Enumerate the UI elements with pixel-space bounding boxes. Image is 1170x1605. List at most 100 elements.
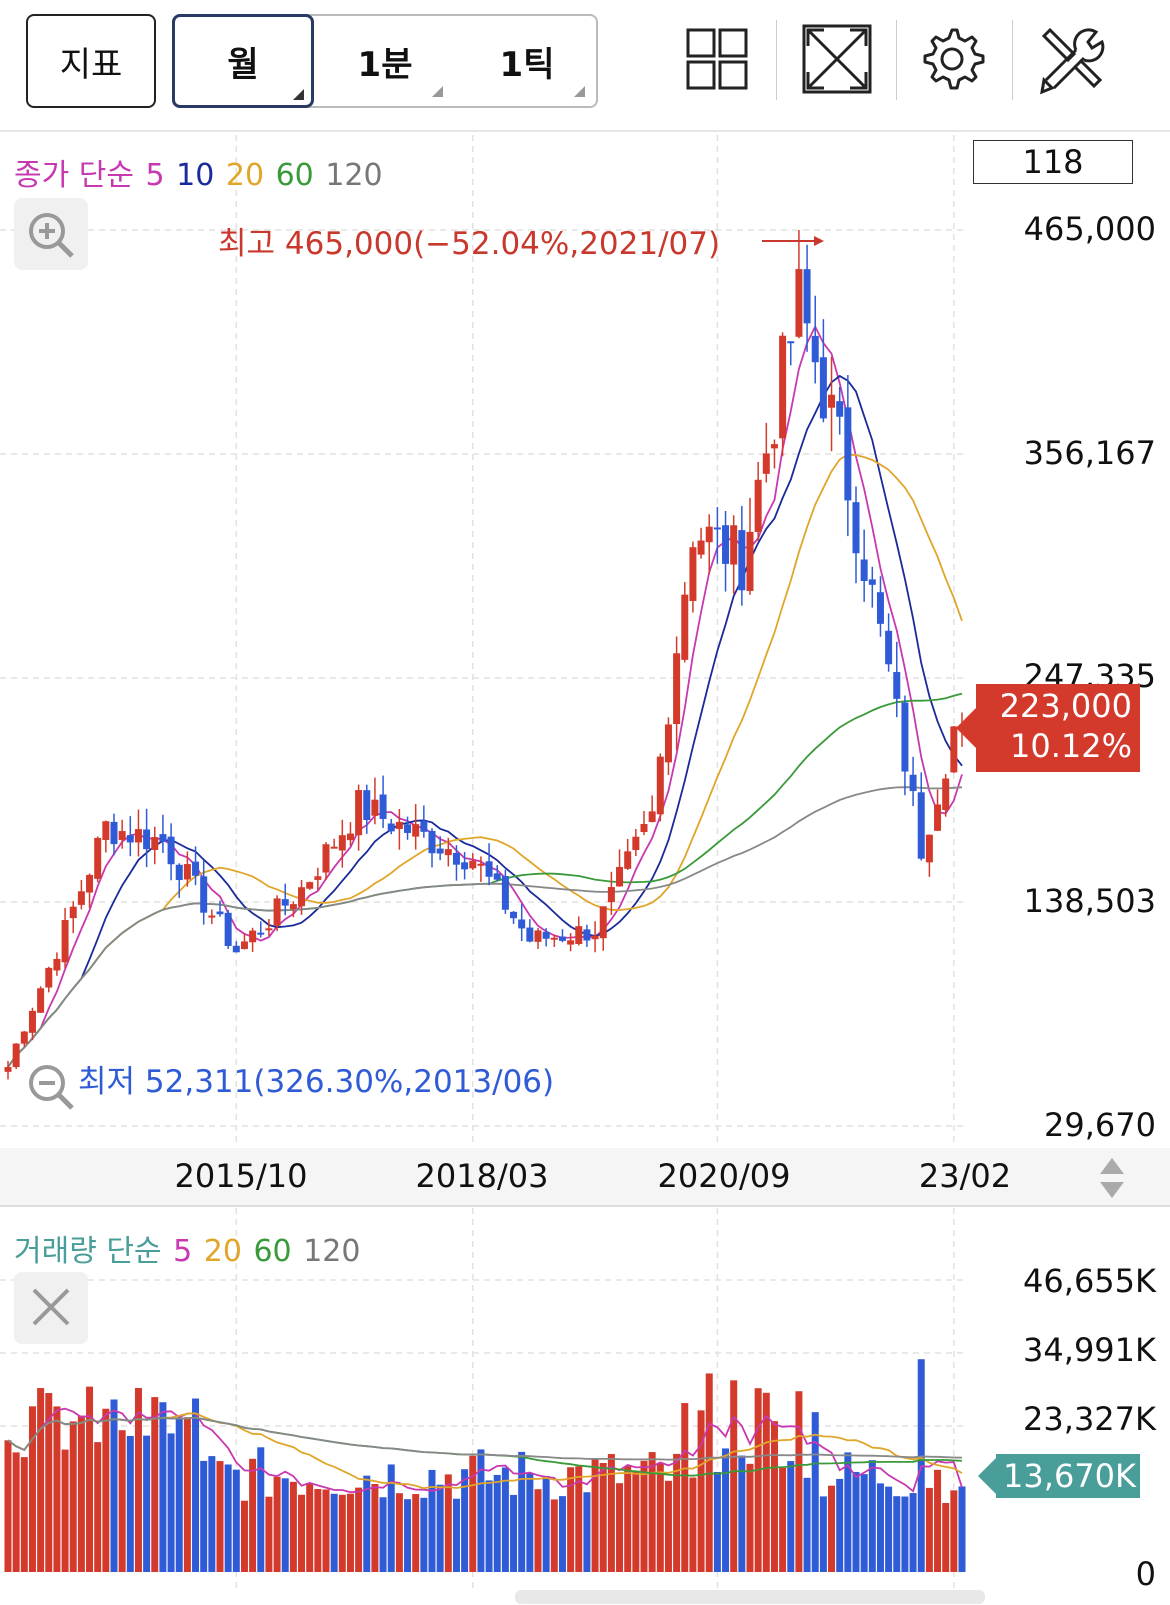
candle-body — [159, 834, 167, 842]
period-tick-button[interactable]: 1틱 — [456, 14, 598, 108]
current-volume-badge: 13,670K — [978, 1454, 1140, 1498]
volume-tick: 34,991K — [1023, 1331, 1156, 1369]
fullscreen-icon[interactable] — [800, 22, 874, 96]
candle-count-box[interactable]: 118 — [973, 140, 1133, 184]
candle-body — [77, 891, 85, 905]
candle-body — [860, 559, 868, 582]
candle-body — [632, 836, 640, 851]
candle-body — [428, 830, 436, 854]
candle-body — [102, 821, 110, 840]
volume-bar — [159, 1402, 167, 1572]
candle-body — [868, 579, 876, 585]
candle-body — [45, 967, 53, 988]
candle-body — [558, 936, 566, 941]
date-tick: 2015/10 — [174, 1157, 308, 1195]
volume-bar — [395, 1493, 403, 1572]
volume-bar — [102, 1408, 110, 1572]
price-legend[interactable]: 종가 단순 5 10 20 60 120 — [14, 150, 385, 194]
candle-body — [893, 672, 901, 699]
candle-body — [550, 937, 558, 940]
candle-body — [232, 945, 240, 953]
volume-bar — [118, 1430, 126, 1572]
volume-bar — [616, 1483, 624, 1572]
legend-ma5: 5 — [145, 158, 165, 193]
volume-bar — [648, 1452, 656, 1572]
volume-bar — [77, 1415, 85, 1572]
volume-bar — [379, 1497, 387, 1572]
volume-bar — [689, 1477, 697, 1572]
volume-bar — [249, 1458, 257, 1572]
zoom-out-icon[interactable] — [14, 1050, 88, 1122]
candle-body — [934, 804, 942, 831]
volume-bar — [893, 1496, 901, 1572]
vol-ma120-line — [7, 1416, 963, 1461]
candle-body — [901, 702, 909, 772]
volume-bar — [363, 1475, 371, 1572]
candle-body — [534, 930, 542, 942]
candle-body — [346, 833, 354, 841]
volume-bar — [526, 1473, 534, 1572]
volume-bar — [86, 1386, 94, 1572]
volume-bar — [567, 1467, 575, 1572]
volume-bar — [20, 1457, 28, 1572]
volume-bar — [167, 1433, 175, 1572]
settings-gear-icon[interactable] — [915, 22, 989, 96]
volume-bar — [819, 1496, 827, 1572]
date-tick: 23/02 — [918, 1157, 1012, 1195]
volume-bar — [575, 1466, 583, 1572]
candle-body — [664, 724, 672, 763]
candle-body — [844, 407, 852, 501]
legend-ma120: 120 — [325, 158, 383, 193]
volume-bar — [754, 1388, 762, 1572]
candle-body — [69, 906, 77, 919]
volume-bar — [12, 1452, 20, 1572]
candle-body — [363, 790, 371, 821]
volume-bar — [493, 1474, 501, 1572]
toolbar-divider — [1012, 20, 1013, 100]
zoom-in-icon[interactable] — [14, 198, 88, 270]
candle-body — [624, 851, 632, 869]
candle-body — [722, 525, 730, 564]
volume-tick: 23,327K — [1023, 1400, 1156, 1438]
volume-bar — [868, 1460, 876, 1572]
volume-legend[interactable]: 거래량 단순 5 20 60 120 — [14, 1226, 362, 1270]
grid-layout-icon[interactable] — [680, 22, 754, 96]
candle-body — [338, 835, 346, 851]
current-change: 10.12% — [1009, 727, 1132, 765]
volume-bar — [510, 1494, 518, 1572]
candle-body — [518, 919, 526, 929]
volume-bar — [306, 1482, 314, 1572]
volume-bar — [134, 1387, 142, 1572]
candle-body — [836, 401, 844, 417]
ma20-line — [7, 453, 963, 1068]
candle-body — [591, 935, 599, 940]
close-volume-panel-icon[interactable] — [14, 1272, 88, 1344]
indicator-button[interactable]: 지표 — [26, 14, 156, 108]
volume-bar — [860, 1474, 868, 1572]
candle-body — [689, 547, 697, 601]
volume-bar — [208, 1456, 216, 1572]
volume-bar — [811, 1412, 819, 1572]
volume-legend-prefix: 거래량 단순 — [14, 1234, 162, 1269]
legend-ma10: 10 — [176, 158, 215, 193]
candle-body — [779, 335, 787, 439]
volume-bar — [273, 1476, 281, 1572]
tools-icon[interactable] — [1034, 22, 1108, 96]
legend-ma20: 20 — [225, 158, 265, 193]
candle-body — [436, 848, 444, 854]
candle-body — [648, 811, 656, 823]
candle-body — [224, 912, 232, 946]
candle-body — [4, 1067, 12, 1072]
candle-body — [885, 630, 893, 665]
candle-body — [143, 829, 151, 850]
volume-bar — [730, 1380, 738, 1572]
period-minute-button[interactable]: 1분 — [314, 14, 456, 108]
period-month-button[interactable]: 월 — [172, 14, 314, 108]
volume-bar — [192, 1398, 200, 1572]
candle-body — [118, 831, 126, 840]
volume-bar — [469, 1455, 477, 1572]
scroll-up-down-icon[interactable] — [1094, 1154, 1130, 1202]
candle-body — [53, 958, 61, 971]
volume-bar — [762, 1392, 770, 1572]
